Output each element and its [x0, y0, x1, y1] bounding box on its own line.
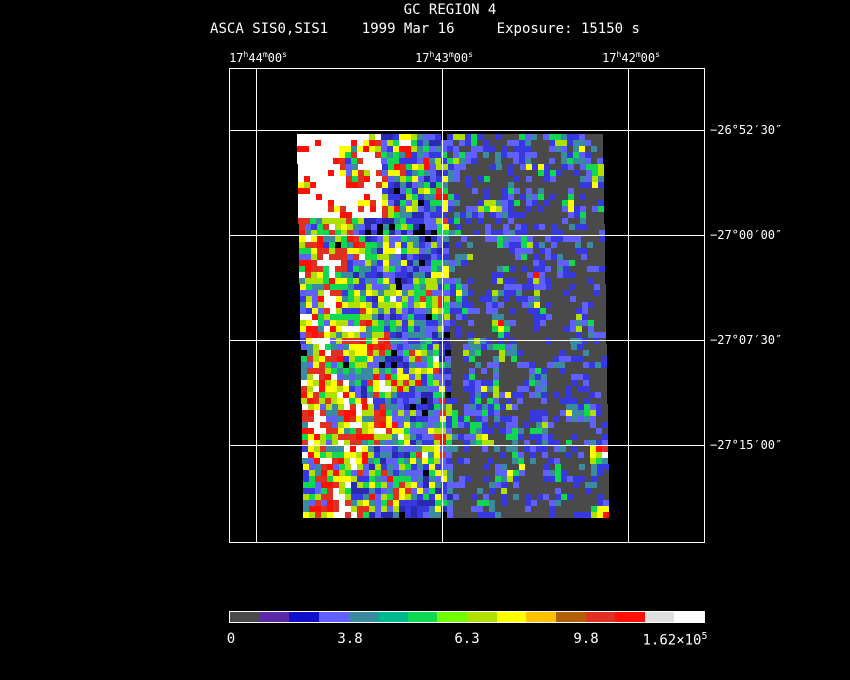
- colorbar-swatch: [496, 612, 527, 622]
- plot-frame: [229, 68, 705, 543]
- colorbar-swatch: [348, 612, 379, 622]
- coordinate-grid: [229, 68, 705, 543]
- colorbar-swatch: [674, 612, 704, 622]
- xray-heatmap: [297, 134, 609, 518]
- colorbar-swatch: [644, 612, 675, 622]
- colorbar-swatch: [585, 612, 616, 622]
- date-label: 1999 Mar 16: [361, 21, 455, 37]
- ra-label-2: 17h43m00s: [415, 50, 473, 65]
- colorbar-label-min: 0: [226, 631, 236, 647]
- dec-label-4: −27°15′00″: [710, 438, 783, 452]
- image-subtitle: ASCA SIS0,SIS1 1999 Mar 16 Exposure: 151…: [0, 21, 850, 37]
- dec-label-2: −27°00′00″: [710, 228, 783, 242]
- colorbar-swatch: [526, 612, 556, 622]
- colorbar-swatch: [318, 612, 349, 622]
- xray-image-plot: [229, 68, 705, 543]
- dec-label-3: −27°07′30″: [710, 333, 783, 347]
- image-title: GC REGION 4: [403, 2, 497, 18]
- colorbar-label-2: 3.8: [337, 631, 363, 647]
- colorbar-swatch: [437, 612, 467, 622]
- instrument-label: ASCA SIS0,SIS1: [210, 21, 329, 37]
- dec-label-1: −26°52′30″: [710, 123, 783, 137]
- xray-image: [229, 68, 705, 543]
- colorbar-swatch: [407, 612, 438, 622]
- colorbar-swatch: [467, 612, 497, 622]
- colorbar-label-max: 1.62×105: [642, 631, 708, 649]
- ra-label-3: 17h42m00s: [602, 50, 660, 65]
- colorbar-label-4: 9.8: [573, 631, 599, 647]
- colorbar-swatch: [230, 612, 260, 622]
- colorbar-swatch: [555, 612, 586, 622]
- ra-label-1: 17h44m00s: [229, 50, 287, 65]
- colorbar-swatch: [259, 612, 290, 622]
- colorbar-swatch: [378, 612, 408, 622]
- colorbar-swatch: [615, 612, 645, 622]
- colorbar-label-3: 6.3: [454, 631, 480, 647]
- color-scale-bar: [229, 611, 705, 623]
- colorbar-swatch: [289, 612, 319, 622]
- exposure-label: Exposure: 15150 s: [496, 21, 640, 37]
